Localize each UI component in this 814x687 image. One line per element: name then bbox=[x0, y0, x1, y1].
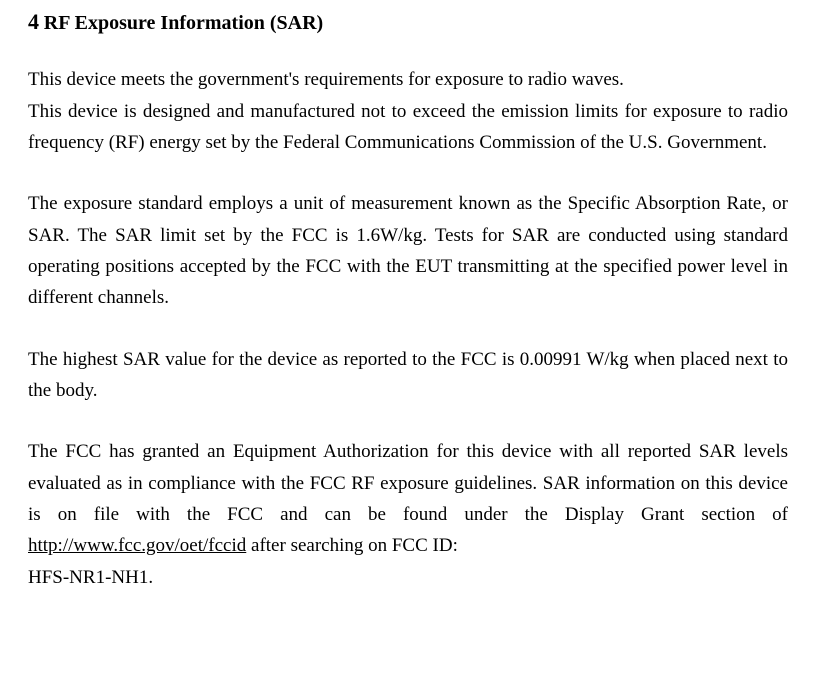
paragraph-1-rest: This device is designed and manufactured… bbox=[28, 96, 788, 159]
paragraph-2: The exposure standard employs a unit of … bbox=[28, 188, 788, 313]
paragraph-4: The FCC has granted an Equipment Authori… bbox=[28, 436, 788, 593]
section-number: 4 bbox=[28, 9, 39, 34]
paragraph-3: The highest SAR value for the device as … bbox=[28, 344, 788, 407]
paragraph-1-line1: This device meets the government's requi… bbox=[28, 64, 788, 95]
paragraph-4-text-a: The FCC has granted an Equipment Authori… bbox=[28, 441, 788, 525]
paragraph-1: This device meets the government's requi… bbox=[28, 64, 788, 158]
section-title: RF Exposure Information (SAR) bbox=[44, 12, 323, 34]
paragraph-4-text-c: HFS-NR1-NH1. bbox=[28, 567, 153, 588]
section-heading: 4 RF Exposure Information (SAR) bbox=[28, 4, 788, 40]
fcc-url-link[interactable]: http://www.fcc.gov/oet/fccid bbox=[28, 535, 246, 556]
paragraph-4-text-b: after searching on FCC ID: bbox=[246, 535, 458, 556]
